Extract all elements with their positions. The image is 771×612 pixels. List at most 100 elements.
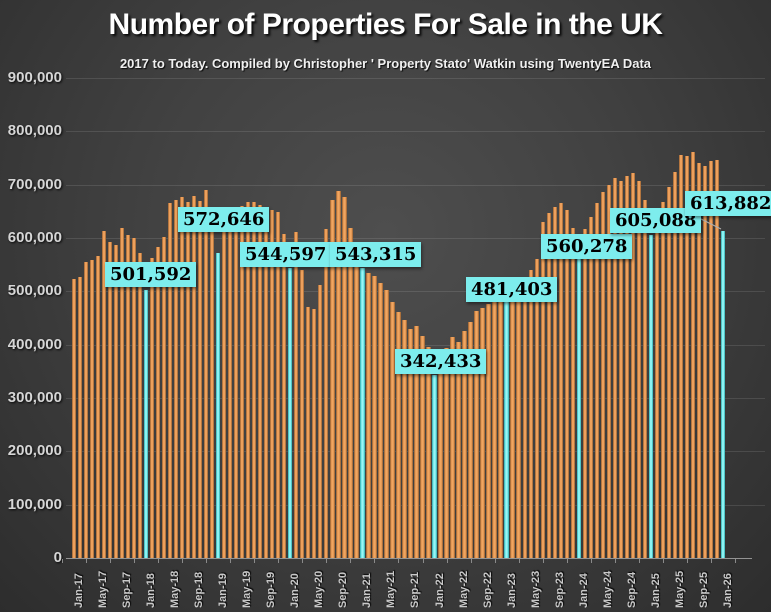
bar-Sep-24 bbox=[624, 175, 630, 558]
x-axis-tick bbox=[422, 559, 424, 563]
bar-Apr-23 bbox=[522, 280, 527, 558]
bar-Feb-18 bbox=[149, 257, 155, 558]
x-axis-tick-label-Jan-21: Jan-21 bbox=[361, 573, 374, 608]
bar-Dec-21 bbox=[426, 347, 431, 558]
bar-Jun-23 bbox=[534, 259, 539, 558]
x-axis-tick-label-May-20: May-20 bbox=[313, 570, 326, 608]
value-callout-Jan-24: 560,278 bbox=[541, 234, 633, 259]
x-axis-tick-label-Sep-17: Sep-17 bbox=[120, 571, 133, 608]
x-axis-tick bbox=[302, 559, 304, 563]
bar-Feb-21 bbox=[366, 272, 371, 558]
bar-Apr-22 bbox=[450, 337, 455, 558]
y-axis-tick-label: 400,000 bbox=[7, 335, 62, 353]
bar-Feb-23 bbox=[510, 294, 515, 558]
y-gridline bbox=[66, 238, 765, 239]
x-axis-tick-label-Sep-25: Sep-25 bbox=[698, 571, 711, 608]
x-axis-tick-label-Jan-19: Jan-19 bbox=[217, 573, 230, 608]
bar-Jun-25 bbox=[678, 154, 684, 558]
x-axis-tick bbox=[494, 559, 496, 563]
x-axis-tick-label-May-21: May-21 bbox=[385, 570, 398, 608]
bar-Nov-20 bbox=[348, 228, 353, 558]
bar-Oct-18 bbox=[197, 200, 203, 558]
bar-Jun-20 bbox=[318, 284, 323, 558]
x-axis-tick bbox=[542, 559, 544, 563]
bar-Jul-24 bbox=[612, 178, 618, 558]
bar-May-25 bbox=[672, 171, 678, 558]
bar-Apr-18 bbox=[161, 237, 167, 558]
chart-subtitle: 2017 to Today. Compiled by Christopher '… bbox=[119, 56, 652, 71]
x-axis-tick bbox=[278, 559, 280, 563]
bar-Nov-21 bbox=[420, 336, 425, 558]
x-axis-tick-label-Sep-23: Sep-23 bbox=[553, 571, 566, 608]
bar-Aug-18 bbox=[185, 201, 191, 558]
bar-Aug-23 bbox=[546, 213, 551, 558]
bar-Jun-19 bbox=[245, 201, 251, 558]
y-axis-tick-label: 900,000 bbox=[7, 69, 62, 86]
bar-Apr-17 bbox=[89, 260, 95, 558]
bar-Aug-22 bbox=[474, 311, 479, 558]
value-callout-Jan-26: 613,882 bbox=[685, 191, 771, 216]
bar-Dec-22 bbox=[498, 292, 503, 558]
y-axis-tick-label: 200,000 bbox=[7, 442, 62, 460]
bar-Nov-18 bbox=[203, 190, 209, 558]
bar-Oct-24 bbox=[630, 172, 636, 558]
value-callout-Jan-20: 544,597 bbox=[240, 242, 332, 267]
bar-Apr-21 bbox=[378, 283, 383, 558]
bar-Mar-18 bbox=[155, 246, 161, 558]
bar-Dec-23 bbox=[570, 228, 575, 558]
bar-Oct-17 bbox=[125, 234, 131, 558]
highlighted-bar-Jan-21 bbox=[360, 268, 365, 558]
x-axis-tick-label-Jan-20: Jan-20 bbox=[289, 573, 302, 608]
bar-Oct-20 bbox=[342, 197, 347, 558]
highlighted-bar-Jan-25 bbox=[648, 235, 654, 558]
x-axis-tick bbox=[614, 559, 616, 563]
x-axis-tick bbox=[518, 559, 520, 563]
bar-Feb-17 bbox=[77, 277, 82, 558]
bar-May-20 bbox=[312, 308, 317, 558]
bar-Oct-25 bbox=[702, 166, 708, 558]
x-axis-tick-label-May-24: May-24 bbox=[601, 570, 614, 608]
x-axis-tick bbox=[687, 559, 689, 563]
bar-Dec-18 bbox=[209, 208, 215, 558]
highlighted-bar-Jan-19 bbox=[215, 252, 221, 558]
bar-Apr-24 bbox=[594, 203, 600, 558]
x-axis-tick-label-May-19: May-19 bbox=[241, 570, 254, 608]
bar-Jul-17 bbox=[107, 242, 113, 558]
x-axis-tick-label-Jan-17: Jan-17 bbox=[72, 573, 85, 608]
bar-Apr-25 bbox=[666, 186, 672, 558]
bar-Jul-18 bbox=[179, 197, 185, 558]
bar-Mar-25 bbox=[660, 201, 666, 558]
x-axis-tick bbox=[326, 559, 328, 563]
highlighted-bar-Jan-24 bbox=[576, 259, 581, 558]
bar-Aug-21 bbox=[402, 319, 407, 558]
highlighted-bar-Jan-20 bbox=[288, 267, 293, 558]
chart-title: Number of Properties For Sale in the UK bbox=[108, 8, 663, 41]
y-gridline bbox=[66, 291, 765, 293]
bar-Nov-17 bbox=[131, 238, 137, 558]
y-axis-tick-label: 600,000 bbox=[7, 229, 62, 246]
value-callout-Jan-21: 543,315 bbox=[330, 242, 422, 267]
bar-Sep-25 bbox=[696, 162, 702, 558]
y-gridline bbox=[66, 131, 765, 133]
x-axis-tick-label-Jan-24: Jan-24 bbox=[577, 573, 590, 608]
bar-Nov-25 bbox=[708, 161, 714, 558]
x-axis-tick bbox=[590, 559, 592, 563]
bar-Nov-19 bbox=[276, 211, 281, 558]
bar-Jun-17 bbox=[101, 231, 107, 558]
bar-Mar-17 bbox=[83, 262, 88, 558]
value-callout-Jan-22: 342,433 bbox=[395, 349, 487, 374]
x-axis-tick-label-Sep-21: Sep-21 bbox=[409, 571, 422, 608]
bar-Aug-25 bbox=[690, 151, 696, 558]
bar-Sep-19 bbox=[263, 213, 269, 558]
bar-Sep-17 bbox=[119, 228, 125, 558]
value-callout-Jan-18: 501,592 bbox=[105, 262, 197, 287]
value-callout-Jan-19: 572,646 bbox=[178, 207, 270, 232]
x-axis-tick bbox=[711, 559, 713, 563]
x-axis-tick-label-May-17: May-17 bbox=[96, 570, 109, 608]
bar-Mar-21 bbox=[372, 276, 377, 558]
x-axis-tick-label-Sep-20: Sep-20 bbox=[337, 571, 350, 608]
highlighted-bar-Jan-18 bbox=[143, 290, 149, 558]
bar-Aug-17 bbox=[113, 245, 119, 558]
bar-Jul-21 bbox=[396, 311, 401, 558]
